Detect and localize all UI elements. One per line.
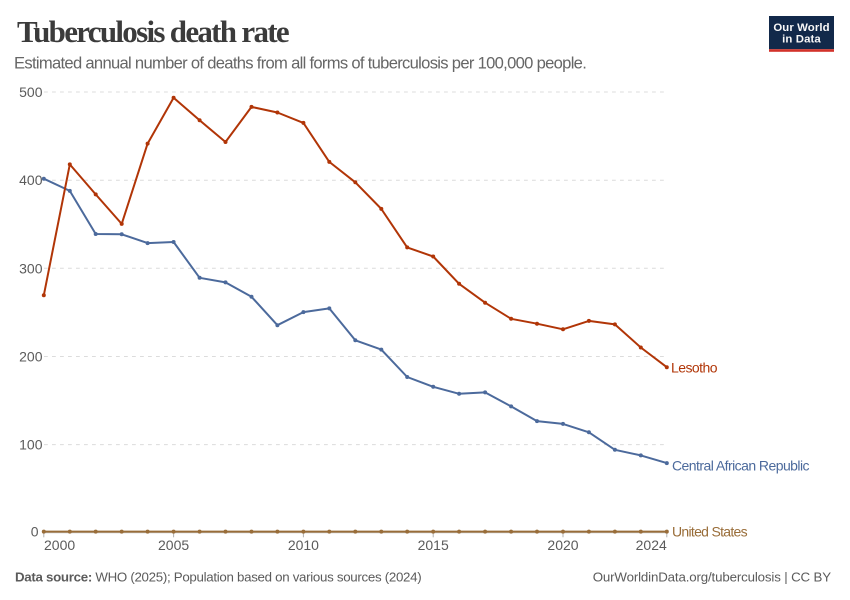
svg-text:2024: 2024 [636, 537, 667, 553]
svg-text:2005: 2005 [158, 537, 189, 553]
svg-text:500: 500 [19, 84, 43, 100]
svg-text:Lesotho: Lesotho [671, 360, 718, 376]
svg-text:2015: 2015 [418, 537, 449, 553]
svg-text:Estimated annual number of dea: Estimated annual number of deaths from a… [14, 54, 586, 73]
svg-text:2000: 2000 [44, 537, 75, 553]
svg-text:200: 200 [19, 349, 43, 365]
svg-text:Central African Republic: Central African Republic [672, 458, 810, 474]
svg-text:300: 300 [19, 260, 43, 276]
svg-text:400: 400 [19, 172, 43, 188]
svg-text:Data source: WHO (2025); Popul: Data source: WHO (2025); Population base… [15, 570, 421, 585]
svg-text:2020: 2020 [547, 537, 578, 553]
svg-text:Our World: Our World [773, 22, 829, 34]
svg-text:2010: 2010 [288, 537, 319, 553]
svg-text:OurWorldinData.org/tuberculosi: OurWorldinData.org/tuberculosis | CC BY [593, 570, 832, 585]
svg-text:United States: United States [672, 524, 748, 540]
svg-text:0: 0 [31, 524, 39, 540]
svg-text:100: 100 [19, 437, 43, 453]
svg-text:in Data: in Data [782, 33, 821, 45]
svg-text:Tuberculosis death rate: Tuberculosis death rate [17, 14, 289, 49]
